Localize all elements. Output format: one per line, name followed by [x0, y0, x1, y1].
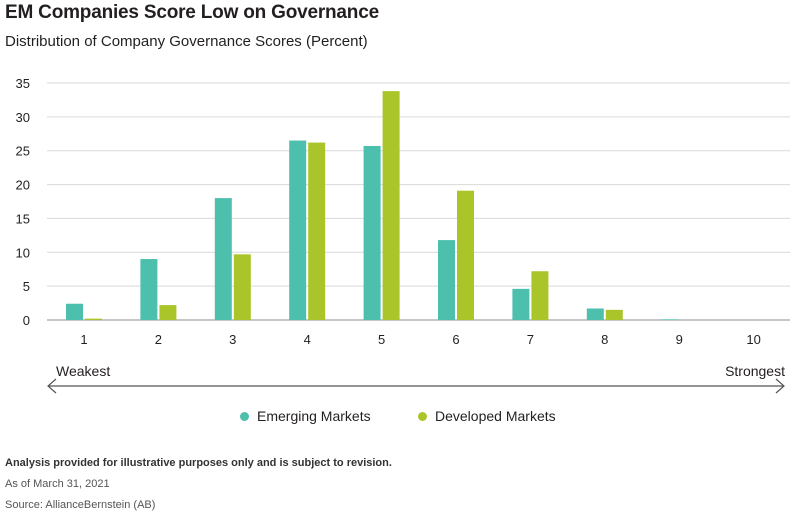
bar-emerging-2: [140, 259, 158, 320]
bar-developed-6: [457, 190, 474, 320]
bar-developed-4: [308, 142, 326, 320]
legend-label-developed: Developed Markets: [435, 408, 556, 424]
x-tick-label: 1: [80, 332, 87, 347]
x-tick-label: 3: [229, 332, 236, 347]
bar-emerging-6: [438, 240, 455, 320]
x-tick-label: 8: [601, 332, 608, 347]
scale-label-weakest: Weakest: [56, 363, 110, 379]
bar-emerging-5: [363, 145, 381, 320]
legend-label-emerging: Emerging Markets: [257, 408, 371, 424]
y-tick-label: 10: [16, 245, 30, 260]
bar-emerging-8: [586, 308, 604, 320]
bar-developed-3: [233, 254, 251, 320]
x-tick-label: 10: [746, 332, 760, 347]
x-tick-label: 9: [676, 332, 683, 347]
bar-emerging-3: [214, 198, 232, 320]
arrow-left-icon: [47, 378, 57, 394]
y-tick-label: 15: [16, 211, 30, 226]
x-tick-label: 7: [527, 332, 534, 347]
legend-swatch-emerging: [240, 411, 249, 421]
x-tick-label: 5: [378, 332, 385, 347]
y-tick-label: 35: [16, 76, 30, 91]
y-tick-label: 25: [16, 144, 30, 159]
scale-label-strongest: Strongest: [725, 363, 785, 379]
legend-item-developed-markets: Developed Markets: [418, 408, 556, 424]
x-tick-label: 6: [452, 332, 459, 347]
footer-date: As of March 31, 2021: [5, 478, 110, 490]
legend-swatch-developed: [418, 411, 427, 421]
bar-developed-1: [85, 318, 102, 320]
bar-developed-8: [605, 309, 623, 320]
footer-source: Source: AllianceBernstein (AB): [5, 499, 156, 511]
arrow-right-icon: [775, 378, 785, 394]
chart-legend: Emerging Markets Developed Markets: [0, 408, 800, 428]
y-tick-label: 30: [16, 110, 30, 125]
footer-note: Analysis provided for illustrative purpo…: [5, 457, 392, 469]
bar-developed-2: [159, 305, 177, 320]
bar-emerging-9: [661, 319, 679, 320]
bar-emerging-7: [512, 288, 530, 320]
y-tick-label: 0: [23, 313, 30, 328]
bar-chart: 0 5 10 15 20 25 30 35 1 2 3 4 5 6 7 8 9 10 Weakest Stronges…: [16, 76, 790, 394]
x-tick-label: 2: [155, 332, 162, 347]
bar-developed-7: [531, 271, 549, 320]
chart-subtitle: Distribution of Company Governance Score…: [5, 33, 368, 50]
y-tick-label: 20: [16, 178, 30, 193]
y-tick-label: 5: [23, 279, 30, 294]
chart-title: EM Companies Score Low on Governance: [5, 2, 379, 23]
bar-emerging-1: [66, 303, 83, 320]
x-tick-label: 4: [304, 332, 311, 347]
bar-developed-5: [382, 91, 400, 320]
bar-emerging-4: [289, 140, 307, 320]
legend-item-emerging-markets: Emerging Markets: [240, 408, 371, 424]
